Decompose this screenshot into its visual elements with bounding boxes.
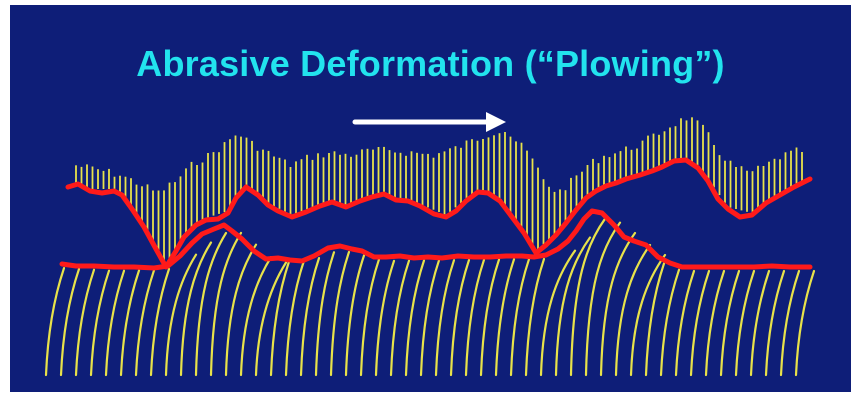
upper-surface-hatching xyxy=(75,117,803,262)
motion-arrow-icon xyxy=(352,112,506,132)
plowing-diagram xyxy=(44,112,816,377)
slide-title: Abrasive Deformation (“Plowing”) xyxy=(136,43,725,84)
upper-surface-profile xyxy=(65,157,813,270)
surface-profiles xyxy=(59,157,813,271)
slide-canvas: Abrasive Deformation (“Plowing”) xyxy=(10,5,851,392)
lower-material-grain xyxy=(44,217,816,377)
lower-surface-profile xyxy=(59,208,813,271)
